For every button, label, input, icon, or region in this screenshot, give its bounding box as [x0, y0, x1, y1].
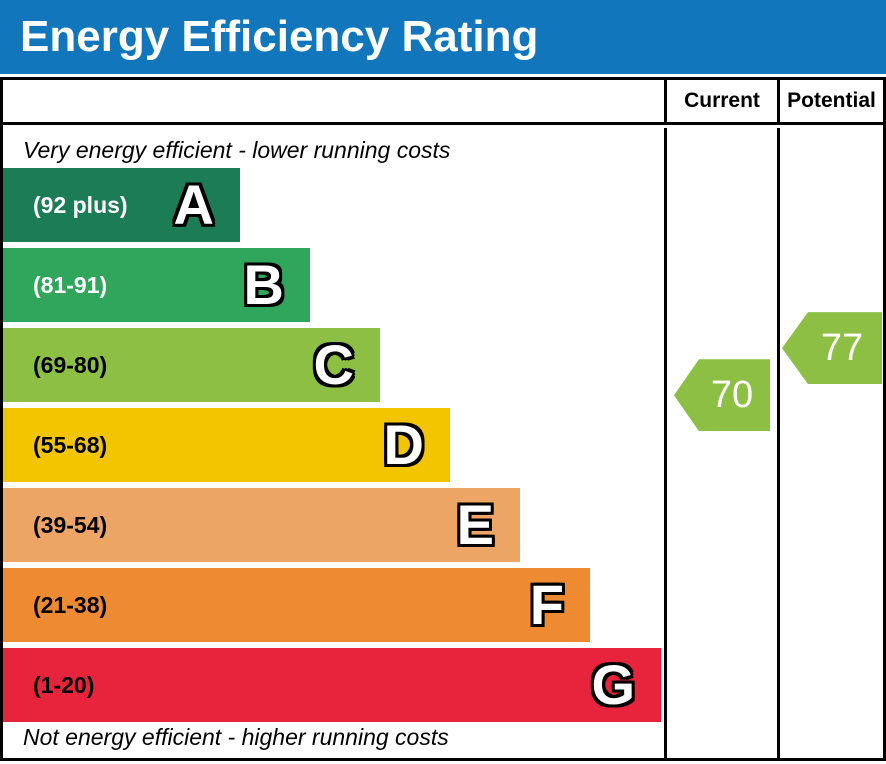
rating-table: Current Potential Very energy efficient … [0, 77, 886, 761]
band-row-B: (81-91) B [3, 248, 310, 322]
band-range-label-D: (55-68) [33, 431, 108, 458]
band-letter-F: F [529, 573, 564, 636]
current-column: 70 [664, 128, 777, 758]
potential-column: 77 [777, 128, 883, 758]
band-range-label-C: (69-80) [33, 351, 108, 378]
band-row-G: (1-20) G [3, 648, 661, 722]
top-note: Very energy efficient - lower running co… [23, 137, 451, 163]
band-row-F: (21-38) F [3, 568, 590, 642]
band-range-label-E: (39-54) [33, 511, 108, 538]
current-rating-value: 70 [710, 373, 754, 416]
page-title: Energy Efficiency Rating [20, 12, 539, 61]
potential-rating-arrow: 77 [782, 312, 882, 385]
band-range-label-G: (1-20) [33, 671, 95, 698]
header-spacer-cell [3, 80, 664, 122]
band-letter-D: D [383, 413, 424, 476]
table-body: Very energy efficient - lower running co… [3, 128, 883, 758]
band-letter-A: A [173, 173, 214, 236]
band-letter-G: G [591, 653, 635, 716]
current-rating-arrow: 70 [674, 359, 770, 432]
band-letter-E: E [456, 493, 494, 556]
band-letter-C: C [313, 333, 354, 396]
band-range-label-A: (92 plus) [33, 191, 128, 218]
band-row-D: (55-68) D [3, 408, 450, 482]
band-row-A: (92 plus) A [3, 168, 240, 242]
band-row-C: (69-80) C [3, 328, 380, 402]
potential-rating-value: 77 [820, 326, 864, 369]
title-bar: Energy Efficiency Rating [0, 0, 886, 74]
bottom-note: Not energy efficient - higher running co… [23, 724, 449, 750]
band-range-label-B: (81-91) [33, 271, 108, 298]
band-range-label-F: (21-38) [33, 591, 108, 618]
column-header-current: Current [664, 80, 777, 122]
band-row-E: (39-54) E [3, 488, 520, 562]
band-letter-B: B [243, 253, 284, 316]
column-header-potential: Potential [777, 80, 883, 122]
table-header-row: Current Potential [3, 80, 883, 125]
chart-area: Very energy efficient - lower running co… [3, 128, 664, 758]
